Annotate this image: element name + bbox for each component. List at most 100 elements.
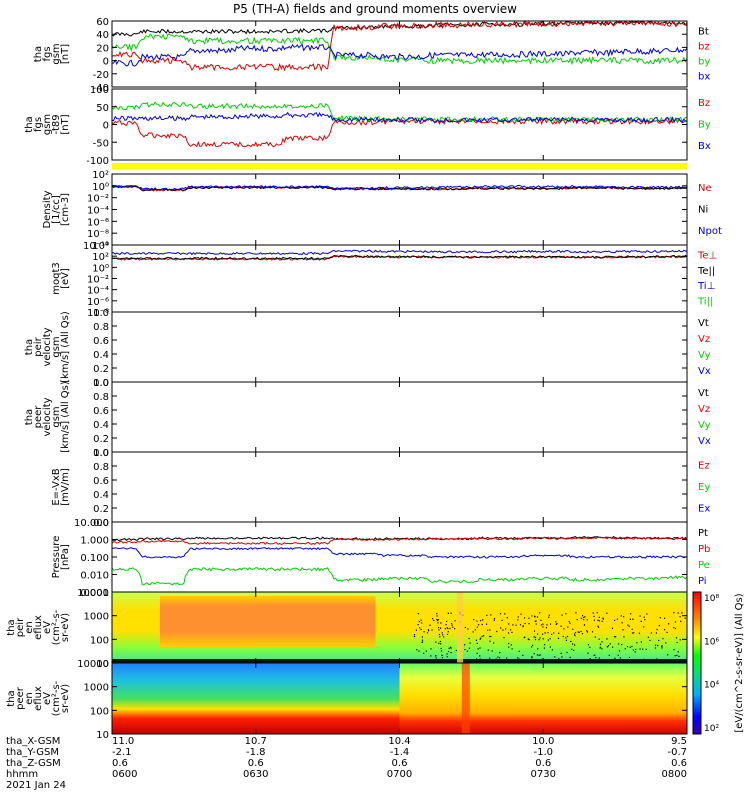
peir-speckle (634, 651, 636, 653)
panel-ylabel: tha (24, 409, 35, 425)
panel-ylabel: [eV] (60, 268, 71, 289)
peir-speckle (496, 630, 498, 633)
peir-speckle (593, 619, 595, 621)
y-tick-label: 10⁰ (92, 182, 109, 193)
peir-speckle (650, 632, 652, 634)
peir-speckle (468, 637, 470, 640)
xaxis-value-x: 10.0 (532, 736, 554, 747)
y-tick-label: 10⁻² (87, 275, 109, 286)
peir-speckle (618, 643, 620, 645)
y-tick-label: 10⁻⁶ (87, 217, 109, 228)
peir-speckle (429, 624, 431, 626)
peir-speckle (476, 626, 478, 628)
y-tick-label: 0.6 (93, 336, 109, 347)
peir-speckle (438, 642, 440, 644)
series-Pb-line (111, 536, 688, 545)
peir-speckle (440, 627, 442, 629)
peir-speckle (468, 647, 471, 649)
peir-speckle (563, 628, 565, 630)
peir-speckle (522, 654, 524, 656)
y-tick-label: 0.0 (93, 518, 109, 529)
peir-speckle (556, 623, 558, 625)
peir-speckle (436, 619, 438, 621)
peir-speckle (425, 650, 427, 652)
peir-speckle (646, 613, 648, 615)
peir-speckle (480, 620, 482, 622)
y-tick-label: 10⁻¹⁰ (83, 241, 109, 252)
peir-speckle (517, 619, 519, 621)
peir-speckle (638, 632, 640, 634)
peir-speckle (447, 631, 449, 633)
xaxis-value-x: 10.7 (245, 736, 267, 747)
legend-Ne: Ne (698, 183, 712, 194)
peir-speckle (566, 635, 569, 638)
peir-speckle (489, 629, 491, 631)
peir-speckle (533, 630, 536, 632)
panel-ylabel: Pressure (51, 536, 62, 579)
peir-speckle (601, 620, 603, 622)
peir-speckle (448, 650, 450, 653)
peir-speckle (446, 620, 448, 622)
peir-speckle (574, 632, 577, 634)
peir-speckle (443, 636, 445, 638)
legend-Ni: Ni (698, 205, 708, 216)
peir-speckle (642, 648, 644, 650)
y-tick-label: 0.4 (93, 420, 109, 431)
colorbar-tick-label: 10² (704, 724, 719, 734)
colorbar (692, 591, 702, 735)
peir-speckle (674, 621, 677, 623)
legend-Ti⊥: Ti⊥ (697, 281, 715, 292)
xaxis-value-z: 0.6 (392, 758, 408, 769)
peir-speckle (437, 622, 439, 624)
peir-speckle (680, 620, 682, 622)
peir-speckle (631, 628, 633, 630)
peir-speckle (674, 627, 676, 630)
peir-speckle (452, 626, 454, 628)
legend-Ti||: Ti|| (697, 296, 713, 307)
peir-speckle (455, 649, 457, 652)
peir-speckle (539, 654, 541, 656)
peir-speckle (616, 618, 618, 620)
peir-speckle (636, 642, 638, 644)
peir-speckle (413, 634, 416, 636)
y-tick-label: 0.8 (93, 392, 109, 403)
peir-speckle (606, 612, 608, 614)
peir-speckle (476, 652, 478, 654)
peir-speckle (415, 629, 417, 631)
peir-speckle (479, 647, 481, 649)
peir-speckle (438, 633, 441, 636)
peir-speckle (480, 637, 482, 639)
xaxis-value-t: 0600 (112, 769, 137, 780)
peir-speckle (423, 652, 425, 654)
peir-speckle (597, 625, 599, 627)
panel-frame-peer-velocity (111, 381, 688, 453)
peir-speckle (640, 620, 642, 622)
peir-speckle (677, 612, 679, 614)
peir-speckle (594, 636, 596, 638)
peir-speckle (534, 620, 536, 622)
peir-speckle (430, 648, 432, 650)
xaxis-value-x: 9.5 (671, 736, 687, 747)
peir-speckle (464, 649, 466, 651)
peir-speckle (420, 619, 422, 621)
peir-speckle (430, 655, 432, 657)
peir-speckle (490, 635, 492, 638)
y-tick-label: 10⁻⁸ (87, 229, 109, 240)
peir-speckle (623, 616, 625, 618)
peir-speckle (602, 617, 604, 619)
peir-speckle (449, 646, 452, 648)
peir-speckle (628, 625, 630, 627)
peir-speckle (572, 628, 574, 630)
peir-speckle (508, 642, 510, 645)
peir-speckle (489, 640, 491, 642)
peir-speckle (493, 619, 495, 621)
peir-speckle (578, 631, 580, 633)
series-Pt-line (111, 535, 688, 541)
y-tick-label: 0.2 (93, 504, 109, 515)
peir-speckle (476, 642, 478, 644)
panel-ylabel: E=-VxB (51, 468, 62, 505)
legend-Pe: Pe (698, 560, 710, 571)
peir-speckle (441, 654, 443, 656)
xaxis-value-t: 0700 (387, 769, 412, 780)
peir-speckle (544, 644, 546, 646)
